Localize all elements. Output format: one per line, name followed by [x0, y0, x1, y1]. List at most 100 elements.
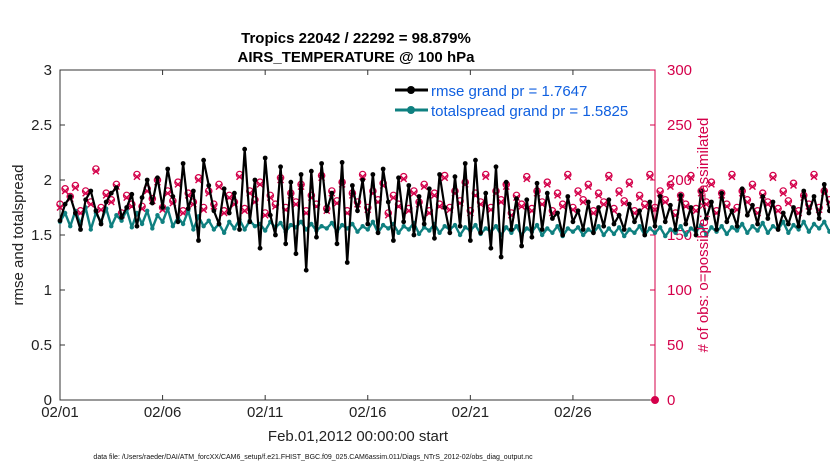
obs-assimilated-point	[707, 180, 715, 188]
rmse-point	[678, 193, 684, 198]
rmse-point	[432, 235, 437, 241]
obs-possible-point	[184, 189, 193, 198]
y-left-tick-label: 0.5	[31, 337, 52, 354]
rmse-point	[683, 221, 689, 227]
rmse-point	[237, 227, 242, 232]
rmse-point	[709, 199, 714, 205]
totalspread-point	[729, 225, 735, 230]
totalspread-point	[288, 222, 294, 228]
obs-possible-point	[517, 200, 526, 209]
totalspread-point	[750, 224, 755, 229]
obs-assimilated-point	[410, 189, 418, 197]
rmse-point	[72, 210, 78, 216]
rmse-point	[698, 188, 704, 194]
totalspread-point	[791, 222, 796, 228]
obs-possible-point	[133, 170, 141, 179]
obs-assimilated-point	[543, 180, 551, 188]
totalspread-point	[657, 225, 663, 230]
rmse-point	[673, 227, 678, 232]
rmse-point	[175, 219, 181, 225]
legend-totalspread-marker	[407, 106, 415, 114]
rmse-point	[437, 172, 442, 177]
chart-title: Tropics 22042 / 22292 = 98.879%	[241, 30, 471, 47]
rmse-point	[693, 232, 699, 238]
rmse-point	[119, 215, 124, 220]
totalspread-point	[421, 225, 427, 230]
obs-assimilated-point	[430, 191, 438, 199]
rmse-point	[180, 161, 186, 166]
obs-possible-point	[553, 189, 562, 198]
obs-possible-point	[615, 187, 623, 195]
rmse-point	[739, 186, 745, 192]
totalspread-point	[406, 227, 411, 232]
obs-assimilated-point	[215, 183, 223, 191]
rmse-point	[503, 179, 509, 185]
y-axis-left: 0 0.5 1 1.5 2 2.5 3	[31, 62, 65, 409]
totalspread-point	[119, 218, 124, 223]
rmse-point	[457, 223, 463, 229]
totalspread-point	[298, 219, 304, 224]
y-left-tick-label: 3	[44, 62, 52, 79]
y-right-tick-label: 0	[667, 392, 675, 409]
totalspread-point	[401, 224, 406, 229]
rmse-point	[411, 232, 417, 238]
obs-possible-point	[522, 172, 531, 181]
rmse-point	[319, 161, 324, 166]
totalspread-point	[457, 232, 463, 238]
obs-assimilated-point	[574, 189, 582, 197]
rmse-point	[98, 221, 104, 227]
rmse-point	[826, 208, 830, 214]
rmse-point	[616, 212, 622, 218]
rmse-point	[596, 205, 601, 210]
rmse-point	[196, 238, 201, 243]
legend: rmse grand pr = 1.7647 totalspread grand…	[395, 83, 628, 120]
obs-possible-point	[266, 191, 275, 200]
rmse-point	[575, 208, 581, 214]
x-axis-label: Feb.01,2012 00:00:00 start	[268, 428, 449, 445]
y-axis-left-label: rmse and totalspread	[10, 165, 27, 306]
totalspread-point	[719, 224, 724, 229]
totalspread-point	[416, 231, 422, 237]
rmse-point	[806, 210, 812, 216]
obs-possible-point	[92, 165, 100, 173]
rmse-point	[591, 230, 596, 236]
totalspread-point	[801, 219, 806, 224]
rmse-point	[498, 254, 504, 260]
rmse-point	[816, 216, 822, 221]
totalspread-point	[144, 208, 150, 213]
x-tick-label: 02/01	[41, 404, 79, 421]
totalspread-point	[811, 221, 817, 227]
rmse-point	[652, 223, 658, 229]
totalspread-point	[509, 230, 514, 235]
totalspread-point	[191, 227, 196, 232]
obs-assimilated-point	[666, 183, 674, 191]
rmse-line	[58, 148, 830, 272]
rmse-point	[493, 164, 499, 170]
rmse-point	[370, 172, 376, 177]
rmse-point	[560, 232, 566, 238]
totalspread-point	[201, 224, 206, 229]
rmse-point	[452, 174, 458, 180]
totalspread-point	[473, 222, 478, 228]
obs-assimilated-point	[482, 173, 490, 181]
obs-assimilated-point	[420, 183, 428, 191]
rmse-point	[544, 190, 550, 196]
totalspread-point	[211, 227, 217, 232]
rmse-point	[257, 245, 263, 251]
totalspread-point	[114, 213, 119, 218]
obs-assimilated-point	[579, 198, 587, 206]
obs-assimilated-point	[748, 183, 756, 191]
rmse-point	[488, 245, 494, 251]
rmse-point	[601, 223, 607, 229]
obs-assimilated-point	[56, 204, 64, 211]
rmse-point	[775, 227, 781, 232]
rmse-point	[365, 221, 371, 227]
totalspread-point	[170, 224, 176, 229]
obs-assimilated-point	[687, 174, 695, 182]
obs-assimilated-point	[241, 207, 249, 215]
rmse-point	[242, 146, 248, 152]
rmse-point	[416, 194, 422, 199]
rmse-point	[190, 188, 196, 194]
obs-possible-point	[466, 207, 475, 215]
rmse-point	[355, 208, 360, 214]
